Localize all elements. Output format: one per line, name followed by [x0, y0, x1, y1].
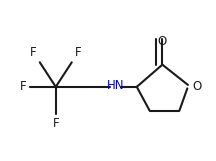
Text: O: O [193, 80, 202, 93]
Text: O: O [158, 35, 167, 48]
Text: F: F [52, 117, 59, 130]
Text: F: F [30, 46, 37, 59]
Text: F: F [75, 46, 81, 59]
Text: HN: HN [107, 79, 124, 92]
Text: F: F [20, 80, 27, 93]
